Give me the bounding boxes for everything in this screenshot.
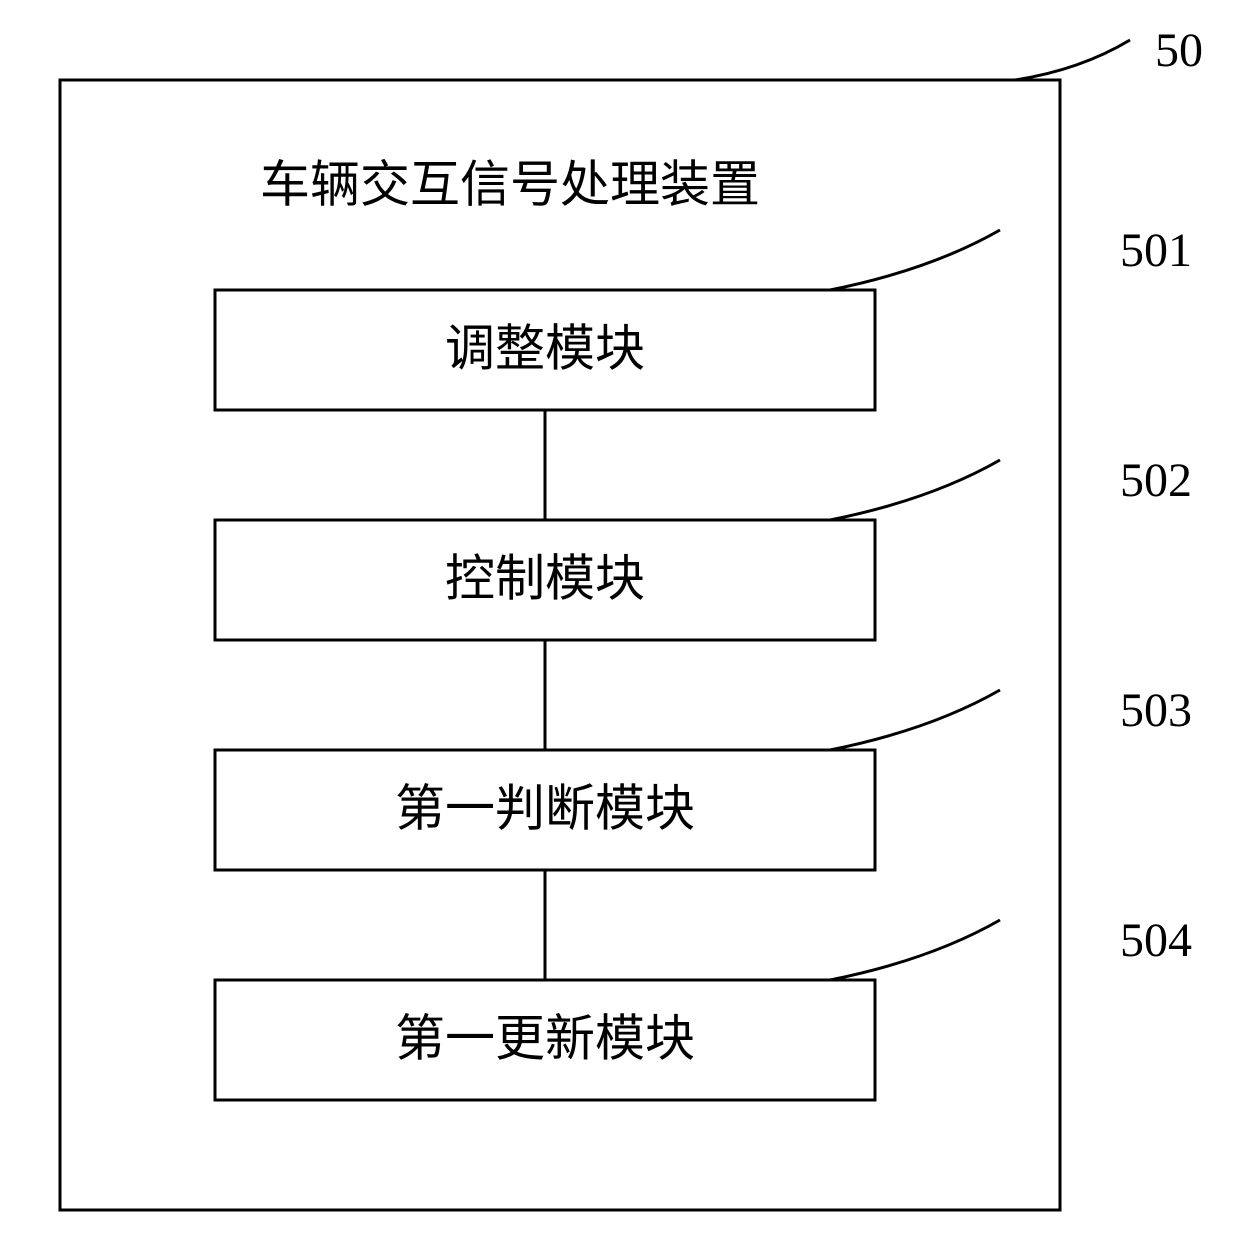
node-label-n4: 第一更新模块 [395, 1010, 695, 1066]
node-label-n2: 控制模块 [445, 550, 645, 606]
node-ref-n3: 503 [1120, 684, 1192, 737]
node-ref-n4: 504 [1120, 914, 1192, 967]
container-ref-label: 50 [1155, 24, 1203, 77]
node-label-n1: 调整模块 [445, 320, 645, 376]
node-ref-n2: 502 [1120, 454, 1192, 507]
node-ref-n1: 501 [1120, 224, 1192, 277]
node-label-n3: 第一判断模块 [395, 780, 695, 836]
diagram-title: 车辆交互信号处理装置 [260, 156, 760, 212]
